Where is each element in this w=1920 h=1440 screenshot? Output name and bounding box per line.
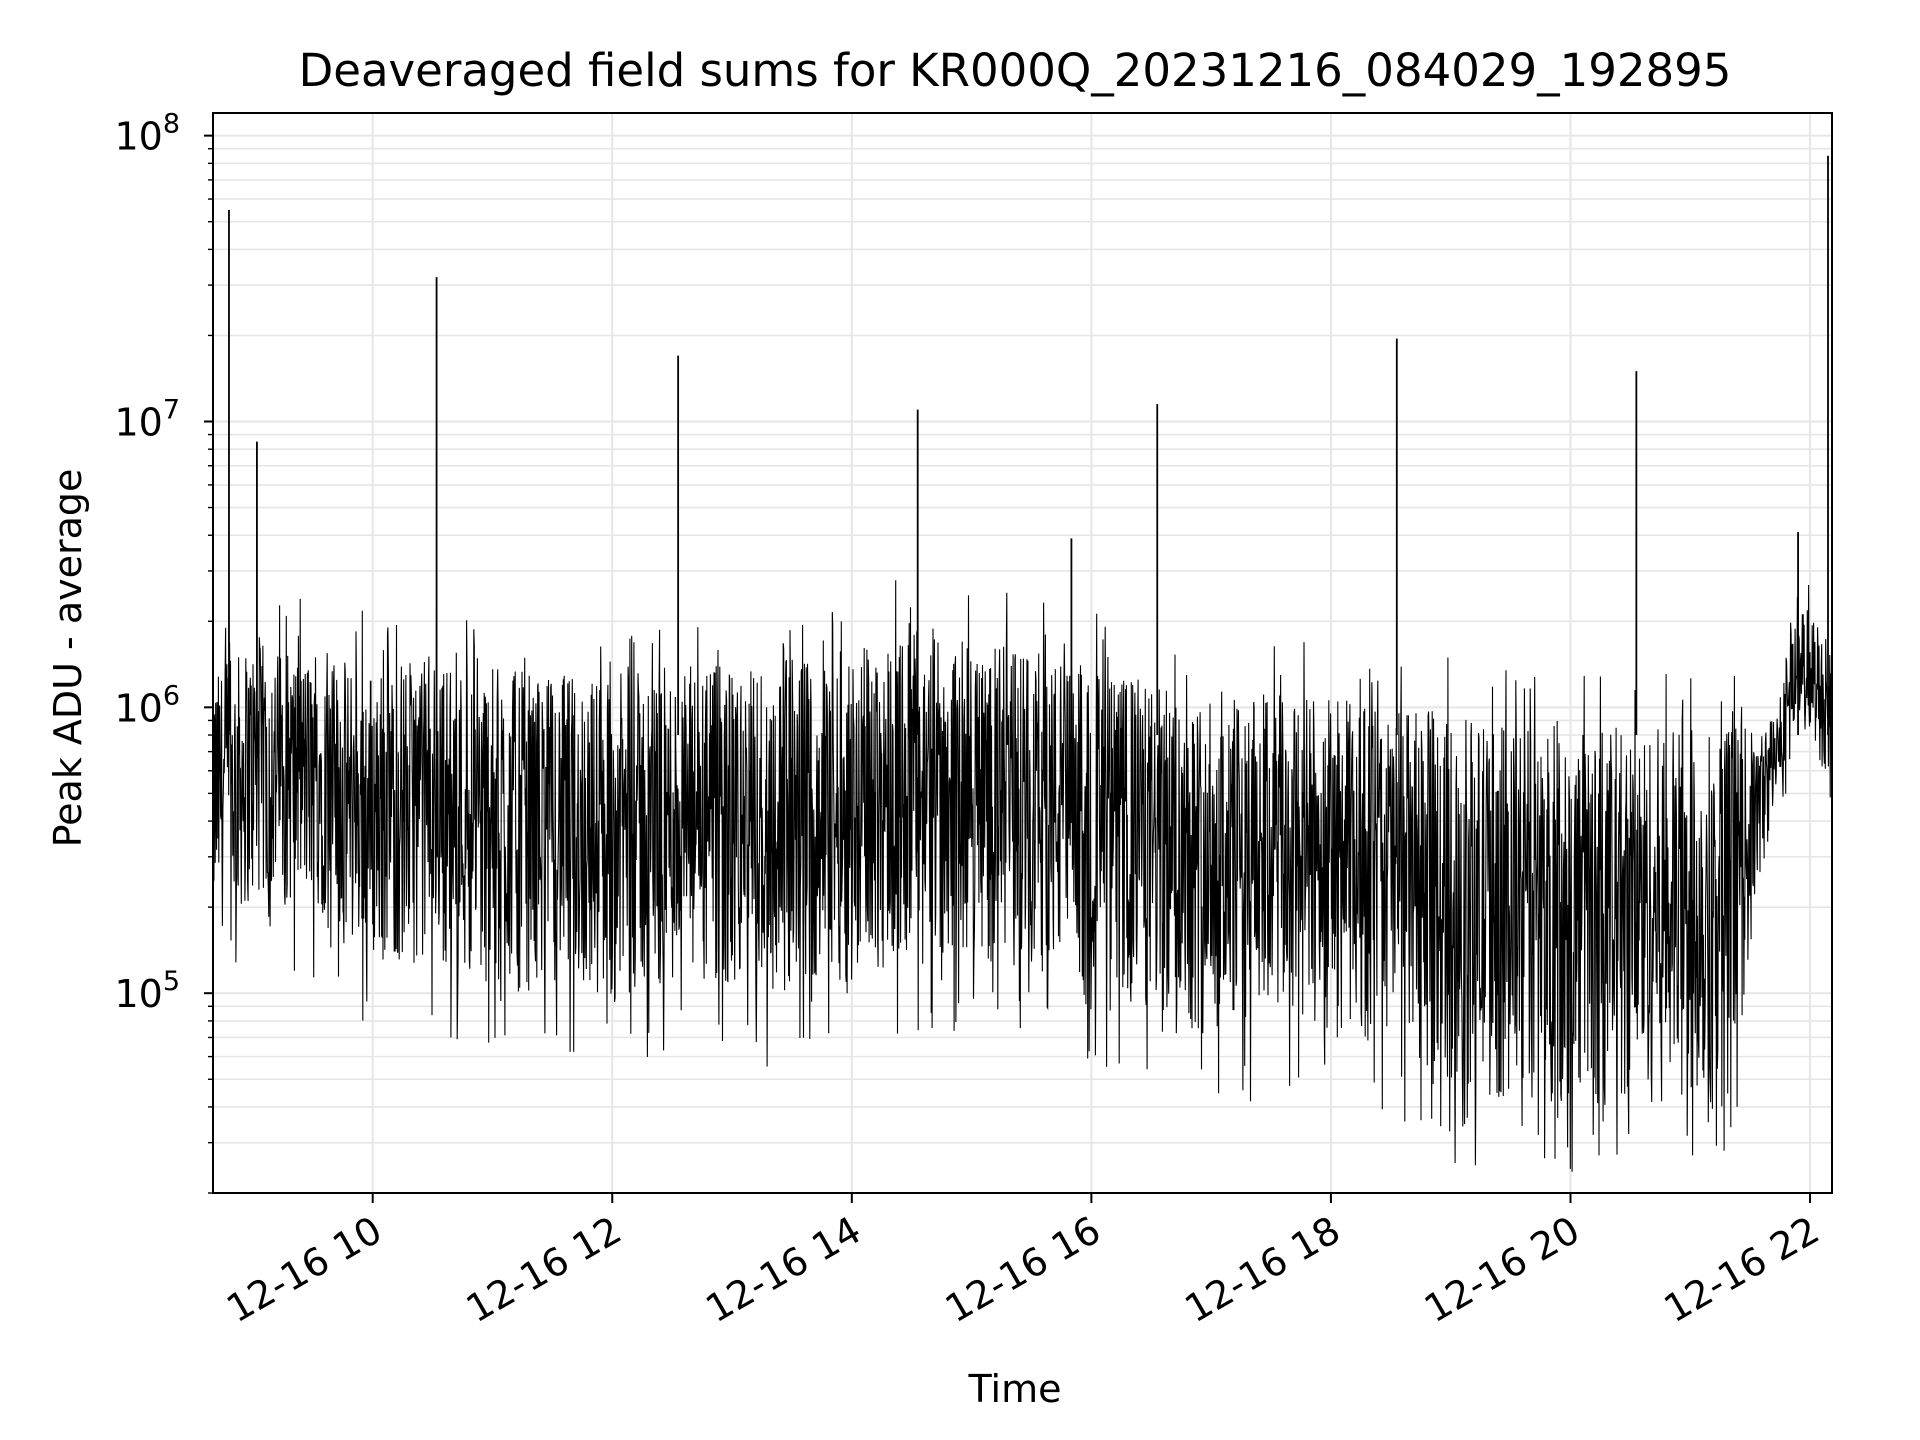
x-axis-label: Time (968, 1367, 1062, 1411)
y-tick-label: 108 (114, 109, 180, 159)
y-axis-label: Peak ADU - average (46, 469, 90, 848)
y-tick-label: 105 (114, 966, 180, 1016)
chart-title: Deaveraged field sums for KR000Q_2023121… (299, 44, 1732, 97)
series-line (212, 580, 1833, 1172)
y-tick-label: 106 (114, 680, 180, 730)
series-peak-adu (212, 155, 1833, 1172)
y-axis: 105 106 107 108 (114, 109, 213, 1194)
plot-frame (212, 112, 1833, 1194)
y-tick-label: 107 (114, 394, 180, 444)
